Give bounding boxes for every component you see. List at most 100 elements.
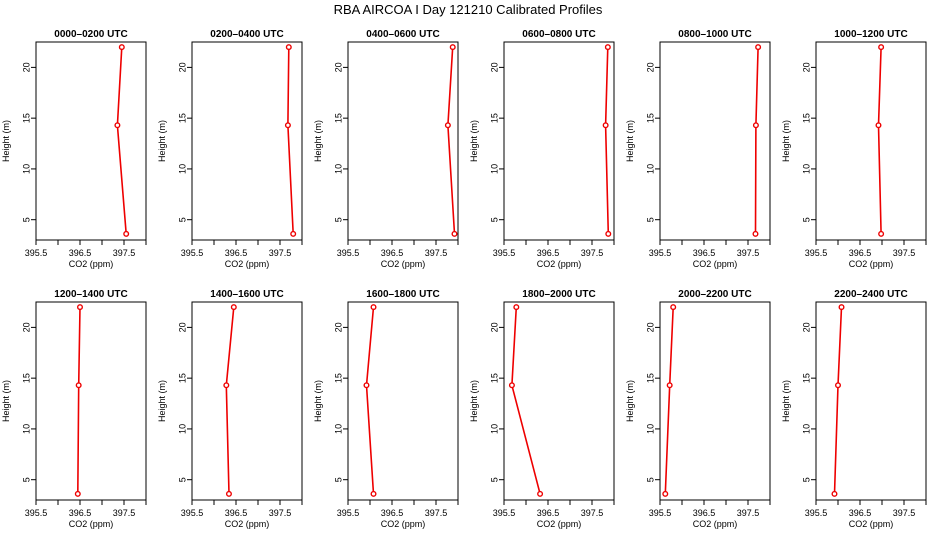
data-point: [285, 44, 292, 51]
panel-title: 2200–2400 UTC: [834, 289, 907, 300]
profile-line: [664, 307, 674, 494]
data-point: [370, 304, 377, 311]
y-tick-label: 20: [177, 322, 187, 332]
x-tick-label: 395.5: [649, 508, 672, 518]
plot-frame: [659, 41, 771, 241]
plot-frame: [35, 301, 147, 501]
x-axis-label: CO2 (ppm): [69, 519, 114, 529]
y-tick-label: 10: [333, 424, 343, 434]
data-point: [363, 382, 370, 389]
data-point: [875, 122, 882, 129]
panel-title: 0600–0800 UTC: [522, 29, 595, 40]
x-axis-label: CO2 (ppm): [693, 519, 738, 529]
y-axis-label: Height (m): [1, 120, 11, 162]
profile-line: [225, 307, 235, 494]
y-tick-label: 20: [177, 62, 187, 72]
x-tick-label: 397.5: [893, 508, 916, 518]
y-tick-label: 15: [21, 373, 31, 383]
panel-title: 1000–1200 UTC: [834, 29, 907, 40]
y-tick-label: 20: [645, 62, 655, 72]
y-tick-label: 5: [645, 217, 655, 222]
data-point: [230, 304, 237, 311]
y-tick-label: 20: [21, 322, 31, 332]
data-point: [75, 382, 82, 389]
x-tick-label: 395.5: [25, 508, 48, 518]
data-point: [537, 490, 544, 497]
data-point: [290, 230, 297, 237]
data-point: [508, 382, 515, 389]
y-axis-label: Height (m): [625, 120, 635, 162]
x-tick-label: 395.5: [805, 508, 828, 518]
data-point: [602, 122, 609, 129]
data-point: [831, 490, 838, 497]
y-tick-label: 5: [21, 477, 31, 482]
profile-line: [877, 47, 882, 234]
profile-line: [287, 47, 294, 234]
y-tick-label: 5: [177, 217, 187, 222]
data-point: [838, 304, 845, 311]
data-point: [755, 44, 762, 51]
plot-frame: [191, 41, 303, 241]
x-tick-label: 395.5: [493, 248, 516, 258]
data-point: [123, 230, 130, 237]
y-tick-label: 15: [645, 373, 655, 383]
y-axis-label: Height (m): [313, 120, 323, 162]
x-axis-label: CO2 (ppm): [849, 259, 894, 269]
panel-title: 2000–2200 UTC: [678, 289, 751, 300]
x-axis-label: CO2 (ppm): [537, 259, 582, 269]
data-point: [605, 230, 612, 237]
y-tick-label: 15: [177, 113, 187, 123]
data-point: [223, 382, 230, 389]
y-axis-label: Height (m): [313, 380, 323, 422]
x-tick-label: 396.5: [69, 508, 92, 518]
panel-title: 1800–2000 UTC: [522, 289, 595, 300]
data-point: [878, 230, 885, 237]
y-axis-label: Height (m): [157, 380, 167, 422]
panel-title: 1200–1400 UTC: [54, 289, 127, 300]
y-tick-label: 5: [489, 477, 499, 482]
y-tick-label: 10: [21, 424, 31, 434]
y-axis-label: Height (m): [157, 120, 167, 162]
y-tick-label: 20: [801, 322, 811, 332]
panel-title: 0000–0200 UTC: [54, 29, 127, 40]
y-axis-label: Height (m): [625, 380, 635, 422]
x-axis-label: CO2 (ppm): [225, 519, 270, 529]
x-tick-label: 396.5: [225, 248, 248, 258]
x-axis-label: CO2 (ppm): [849, 519, 894, 529]
x-tick-label: 397.5: [737, 248, 760, 258]
y-tick-label: 15: [489, 113, 499, 123]
y-tick-label: 10: [177, 164, 187, 174]
plot-frame: [503, 301, 615, 501]
x-tick-label: 396.5: [693, 508, 716, 518]
plot-frame: [503, 41, 615, 241]
data-point: [835, 382, 842, 389]
data-point: [451, 230, 458, 237]
figure-title: RBA AIRCOA I Day 121210 Calibrated Profi…: [333, 2, 603, 17]
x-tick-label: 396.5: [693, 248, 716, 258]
data-point: [76, 304, 83, 311]
x-tick-label: 396.5: [69, 248, 92, 258]
profile-line: [77, 307, 81, 494]
y-tick-label: 20: [333, 62, 343, 72]
y-tick-label: 15: [177, 373, 187, 383]
data-point: [878, 44, 885, 51]
y-tick-label: 5: [333, 477, 343, 482]
y-tick-label: 15: [21, 113, 31, 123]
x-tick-label: 397.5: [893, 248, 916, 258]
x-tick-label: 395.5: [649, 248, 672, 258]
x-tick-label: 395.5: [493, 508, 516, 518]
data-point: [752, 230, 759, 237]
data-point: [670, 304, 677, 311]
panel-title: 0800–1000 UTC: [678, 29, 751, 40]
data-point: [284, 122, 291, 129]
x-axis-label: CO2 (ppm): [537, 519, 582, 529]
x-tick-label: 396.5: [849, 248, 872, 258]
